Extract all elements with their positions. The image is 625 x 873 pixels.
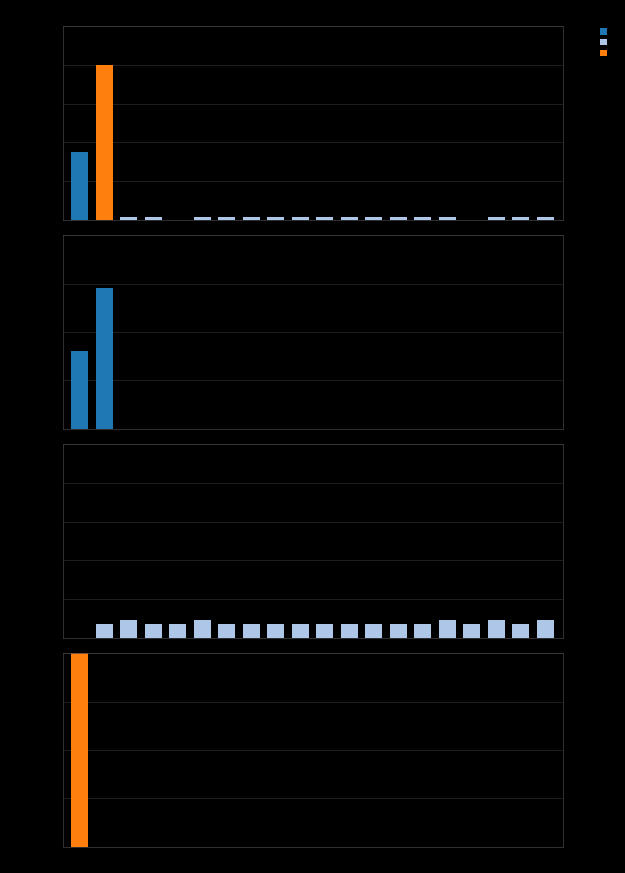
Bar xyxy=(512,217,529,220)
Bar xyxy=(242,217,260,220)
Bar xyxy=(96,65,112,220)
Bar xyxy=(71,653,88,847)
Bar xyxy=(144,217,162,220)
Bar xyxy=(144,624,162,638)
Bar xyxy=(292,217,309,220)
Bar xyxy=(218,624,235,638)
Bar xyxy=(194,217,211,220)
Bar xyxy=(463,624,481,638)
Bar xyxy=(96,624,112,638)
Bar xyxy=(488,621,505,638)
Bar xyxy=(194,621,211,638)
Bar xyxy=(267,624,284,638)
Bar xyxy=(120,217,138,220)
Bar xyxy=(292,624,309,638)
Bar xyxy=(439,621,456,638)
Bar xyxy=(267,217,284,220)
Bar xyxy=(316,624,333,638)
Legend: , , : , , xyxy=(599,26,608,58)
Bar xyxy=(365,217,382,220)
Bar xyxy=(439,217,456,220)
Bar xyxy=(414,624,431,638)
Bar xyxy=(537,217,554,220)
Bar xyxy=(390,624,407,638)
Bar xyxy=(414,217,431,220)
Bar xyxy=(242,624,260,638)
Bar xyxy=(71,152,88,220)
Bar xyxy=(341,217,358,220)
Bar xyxy=(512,624,529,638)
Bar xyxy=(390,217,407,220)
Bar xyxy=(169,624,186,638)
Bar xyxy=(218,217,235,220)
Bar xyxy=(341,624,358,638)
Bar xyxy=(96,288,112,429)
Bar xyxy=(316,217,333,220)
Bar xyxy=(488,217,505,220)
Bar xyxy=(365,624,382,638)
Bar xyxy=(120,621,138,638)
Bar xyxy=(537,621,554,638)
Bar xyxy=(71,351,88,429)
